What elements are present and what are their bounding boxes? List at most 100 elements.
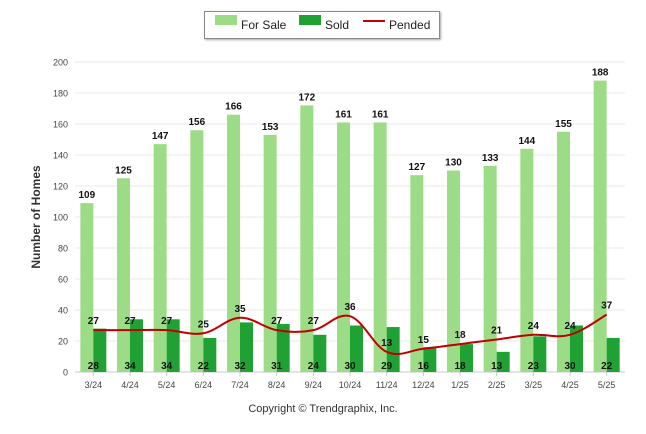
data-label-sold: 16 — [418, 361, 430, 372]
data-label-sold: 13 — [491, 361, 503, 372]
bar-sold — [606, 337, 620, 372]
bar-sold — [313, 334, 327, 372]
data-label-sold: 22 — [198, 361, 210, 372]
data-label-sold: 31 — [271, 361, 283, 372]
y-tick-label: 160 — [53, 120, 68, 130]
copyright-text: Copyright © Trendgraphix, Inc. — [248, 403, 398, 415]
data-label-for-sale: 161 — [372, 109, 389, 120]
legend-swatch-for-sale — [215, 15, 237, 25]
x-tick-label: 10/24 — [339, 380, 362, 390]
bar-for-sale — [117, 178, 130, 372]
data-label-sold: 23 — [528, 361, 540, 372]
data-label-sold: 29 — [381, 361, 393, 372]
data-label-for-sale: 166 — [225, 102, 242, 113]
bar-sold — [496, 351, 510, 372]
y-axis-label: Number of Homes — [29, 165, 43, 269]
legend-swatch-pended — [363, 20, 385, 22]
bar-sold — [570, 325, 583, 372]
bar-sold — [533, 336, 547, 372]
data-label-sold: 18 — [454, 361, 466, 372]
bar-for-sale — [593, 80, 607, 372]
x-tick-label: 3/24 — [85, 380, 103, 390]
bar-for-sale — [190, 130, 204, 372]
x-tick-label: 4/24 — [121, 380, 139, 390]
x-tick-label: 5/25 — [598, 380, 616, 390]
bar-for-sale — [153, 144, 167, 372]
x-tick-label: 6/24 — [195, 380, 213, 390]
bar-for-sale — [300, 105, 314, 373]
data-label-for-sale: 109 — [78, 190, 95, 201]
x-tick-label: 8/24 — [268, 380, 286, 390]
x-tick-label: 7/24 — [231, 380, 249, 390]
y-tick-label: 100 — [53, 213, 68, 223]
data-label-for-sale: 161 — [335, 109, 352, 120]
data-label-pended: 36 — [344, 302, 356, 313]
data-label-pended: 13 — [381, 338, 393, 349]
data-label-sold: 30 — [344, 361, 356, 372]
bars — [80, 80, 620, 373]
bar-sold — [350, 325, 363, 372]
data-label-sold: 34 — [124, 361, 136, 372]
bar-sold — [276, 323, 290, 372]
y-tick-label: 60 — [58, 275, 68, 285]
data-label-for-sale: 144 — [518, 136, 535, 147]
legend-label-sold: Sold — [325, 18, 350, 32]
y-tick-label: 80 — [58, 244, 68, 254]
y-tick-label: 40 — [58, 306, 68, 316]
x-tick-label: 11/24 — [376, 380, 398, 390]
data-label-sold: 32 — [234, 361, 246, 372]
y-tick-label: 120 — [53, 182, 68, 192]
data-label-for-sale: 156 — [188, 117, 205, 128]
data-label-pended: 27 — [271, 316, 283, 327]
y-tick-label: 200 — [53, 58, 68, 68]
x-tick-label: 12/24 — [412, 380, 435, 390]
x-tick-label: 5/24 — [158, 380, 176, 390]
bar-for-sale — [373, 122, 387, 372]
data-label-sold: 30 — [564, 361, 576, 372]
data-label-for-sale: 188 — [592, 68, 609, 79]
y-tick-label: 20 — [58, 337, 68, 347]
x-tick-label: 4/25 — [561, 380, 579, 390]
data-label-pended: 25 — [198, 319, 210, 330]
bar-for-sale — [263, 134, 277, 372]
bar-for-sale — [483, 165, 497, 372]
data-labels: 1092812534147341562216632153311722416130… — [78, 68, 612, 372]
x-tick-label: 9/24 — [305, 380, 323, 390]
pended-line — [93, 313, 608, 356]
bar-for-sale — [80, 203, 94, 372]
legend-swatch-sold — [299, 15, 321, 25]
bar-for-sale — [557, 131, 570, 372]
data-label-pended: 27 — [308, 316, 320, 327]
data-label-pended: 27 — [88, 316, 100, 327]
data-label-pended: 18 — [454, 330, 466, 341]
x-tick-label: 1/25 — [451, 380, 469, 390]
data-label-for-sale: 133 — [482, 153, 499, 164]
data-label-for-sale: 172 — [298, 92, 315, 103]
bar-sold — [386, 327, 400, 372]
axes: 0 20 40 60 80 100 120 140 160 180 200 3/24 4/24 5/24 6… — [53, 58, 615, 391]
bar-sold — [203, 337, 217, 372]
bar-for-sale — [227, 114, 240, 372]
bar-sold — [130, 319, 143, 372]
bar-for-sale — [410, 175, 424, 372]
bar-sold — [460, 344, 473, 372]
y-tick-label: 180 — [53, 89, 68, 99]
bar-sold — [166, 319, 180, 372]
data-label-sold: 22 — [601, 361, 613, 372]
data-label-pended: 27 — [124, 316, 136, 327]
x-tick-label: 2/25 — [488, 380, 506, 390]
data-label-pended: 27 — [161, 316, 173, 327]
bar-for-sale — [337, 122, 350, 372]
legend-label-pended: Pended — [389, 18, 431, 32]
data-label-for-sale: 153 — [262, 122, 279, 133]
x-tick-label: 3/25 — [525, 380, 543, 390]
bar-for-sale — [520, 148, 534, 372]
bar-for-sale — [447, 170, 460, 372]
data-label-sold: 28 — [88, 361, 100, 372]
legend-label-for-sale: For Sale — [241, 18, 287, 32]
bar-sold — [240, 322, 253, 372]
data-label-pended: 24 — [528, 321, 540, 332]
data-label-for-sale: 130 — [445, 158, 462, 169]
data-label-for-sale: 155 — [555, 119, 572, 130]
